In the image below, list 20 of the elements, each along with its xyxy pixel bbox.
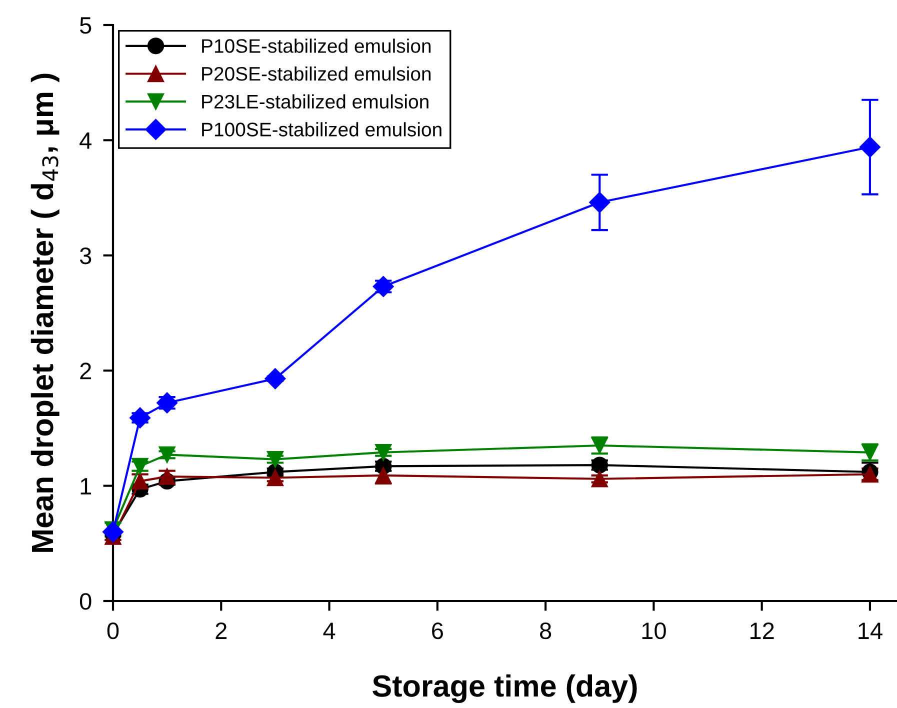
x-tick-label: 10 [642,622,666,640]
x-tick-label: 0 [107,622,119,640]
y-axis-title: Mean droplet diameter ( d$_{43}$, μm ) [30,74,60,552]
x-tick-label: 6 [432,622,443,640]
x-tick-label: 14 [858,622,882,639]
y-tick-label: 3 [80,247,92,264]
x-tick-label: 12 [750,622,774,639]
y-tick-label: 1 [80,478,92,494]
legend-label: P20SE-stabilized emulsion [202,66,431,81]
x-tick-label: 4 [323,622,336,639]
y-tick-label: 0 [80,593,92,610]
x-tick-label: 2 [216,622,227,639]
y-tick-label: 2 [80,362,91,380]
x-axis-title: Storage time (day) [372,674,637,704]
y-tick-label: 5 [80,17,92,34]
legend-label: P23LE-stabilized emulsion [202,94,428,109]
x-tick-label: 8 [540,622,552,640]
legend-label: P100SE-stabilized emulsion [202,122,442,136]
legend-label: P10SE-stabilized emulsion [202,38,431,53]
y-tick-label: 4 [80,132,92,149]
